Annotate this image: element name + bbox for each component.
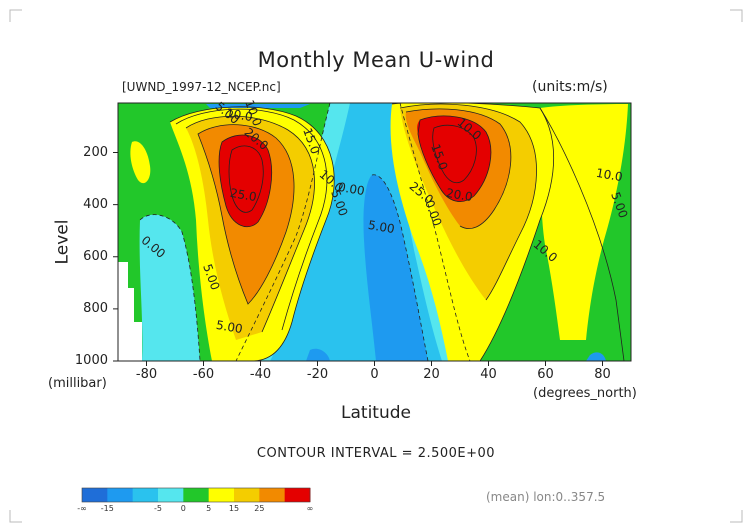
colorbar-swatch xyxy=(284,488,311,502)
x-tick-label: -20 xyxy=(306,367,329,382)
contour-interval-label: CONTOUR INTERVAL = 2.500E+00 xyxy=(256,446,496,461)
colorbar-label: 0 xyxy=(180,504,186,513)
x-axis-units: (degrees_north) xyxy=(533,386,637,401)
colorbar-label: 25 xyxy=(254,504,265,513)
x-tick-label: 80 xyxy=(594,367,611,382)
x-tick-label: -60 xyxy=(192,367,215,382)
source-file-label: [UWND_1997-12_NCEP.nc] xyxy=(122,80,281,94)
colorbar-swatch xyxy=(259,488,286,502)
colorbar-swatch xyxy=(183,488,210,502)
x-tick-label: 20 xyxy=(423,367,440,382)
y-tick-label: 400 xyxy=(83,196,108,212)
y-ticks xyxy=(113,152,118,362)
mean-note: (mean) lon:0..357.5 xyxy=(486,490,606,504)
colorbar-swatch xyxy=(132,488,159,502)
colorbar-swatch xyxy=(208,488,235,502)
colorbar-label: 5 xyxy=(206,504,212,513)
y-tick-label: 200 xyxy=(83,144,108,160)
colorbar-frame xyxy=(81,487,311,503)
colorbar-swatch xyxy=(158,488,184,502)
x-ticks xyxy=(146,361,603,366)
x-tick-label: 0 xyxy=(370,367,379,382)
corner-mark xyxy=(9,510,22,523)
y-tick-label: 1000 xyxy=(74,353,108,368)
corner-mark xyxy=(730,9,743,22)
corner-mark xyxy=(730,510,743,523)
x-tick-label: 60 xyxy=(537,367,554,382)
colorbar-label: -∞ xyxy=(77,504,87,513)
colorbar-label: ∞ xyxy=(306,504,314,513)
x-tick-label: -80 xyxy=(135,367,158,382)
y-tick-label: 800 xyxy=(83,300,108,316)
colorbar-label: -5 xyxy=(154,504,162,513)
corner-mark xyxy=(9,9,22,22)
colorbar-label: -15 xyxy=(100,504,114,513)
contour-fill xyxy=(118,103,631,361)
colorbar-swatch xyxy=(107,488,134,502)
colorbar xyxy=(81,487,311,503)
x-tick-label: -40 xyxy=(249,367,272,382)
colorbar-label: 15 xyxy=(228,504,240,513)
colorbar-swatch xyxy=(82,488,108,502)
contour-lines xyxy=(139,103,625,361)
x-axis-title: Latitude xyxy=(341,403,411,423)
y-axis-units: (millibar) xyxy=(48,376,107,391)
x-tick-label: 40 xyxy=(480,367,497,382)
colorbar-swatch xyxy=(234,488,260,502)
units-label: (units:m/s) xyxy=(532,79,608,95)
y-tick-label: 600 xyxy=(83,248,108,264)
chart-title: Monthly Mean U-wind xyxy=(257,48,495,72)
